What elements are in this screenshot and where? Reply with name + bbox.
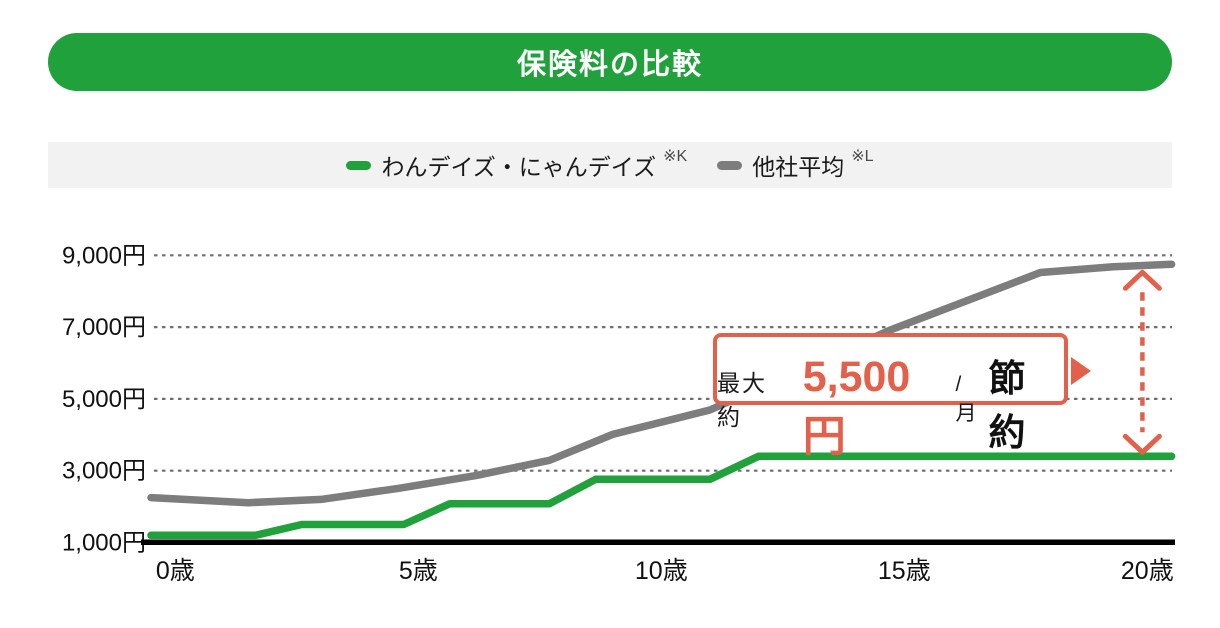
legend-footnote-k: ※K (663, 148, 688, 165)
callout-prefix: 最大 約 (717, 370, 767, 430)
legend-item-wandays: わんデイズ・にゃんデイズ ※K (346, 148, 687, 182)
svg-text:9,000円: 9,000円 (62, 242, 146, 269)
legend-swatch-gray-icon (717, 160, 743, 170)
svg-text:15歳: 15歳 (878, 557, 931, 585)
svg-text:7,000円: 7,000円 (62, 314, 146, 341)
legend-swatch-green-icon (346, 160, 372, 170)
svg-text:0歳: 0歳 (156, 557, 195, 585)
callout-unit: /月 (955, 373, 977, 425)
legend-footnote-l: ※L (851, 148, 874, 165)
legend-label-other-average: 他社平均 (752, 154, 845, 180)
svg-text:10歳: 10歳 (635, 557, 688, 585)
svg-text:5歳: 5歳 (399, 557, 438, 585)
chart-legend: わんデイズ・にゃんデイズ ※K 他社平均 ※L (48, 142, 1172, 188)
savings-callout: 最大 約 5,500円 /月 節約 (713, 333, 1068, 461)
callout-suffix: 節約 (988, 358, 1028, 453)
svg-text:5,000円: 5,000円 (62, 386, 146, 413)
legend-item-other-average: 他社平均 ※L (717, 148, 874, 182)
svg-text:20歳: 20歳 (1121, 557, 1174, 585)
title-banner: 保険料の比較 (48, 33, 1172, 91)
svg-text:3,000円: 3,000円 (62, 458, 146, 485)
legend-label-wandays: わんデイズ・にゃんデイズ (381, 154, 657, 180)
page-title: 保険料の比較 (516, 49, 703, 81)
callout-arrow-right-icon (1071, 357, 1091, 385)
callout-amount: 5,500円 (802, 353, 911, 461)
svg-text:1,000円: 1,000円 (62, 530, 146, 557)
